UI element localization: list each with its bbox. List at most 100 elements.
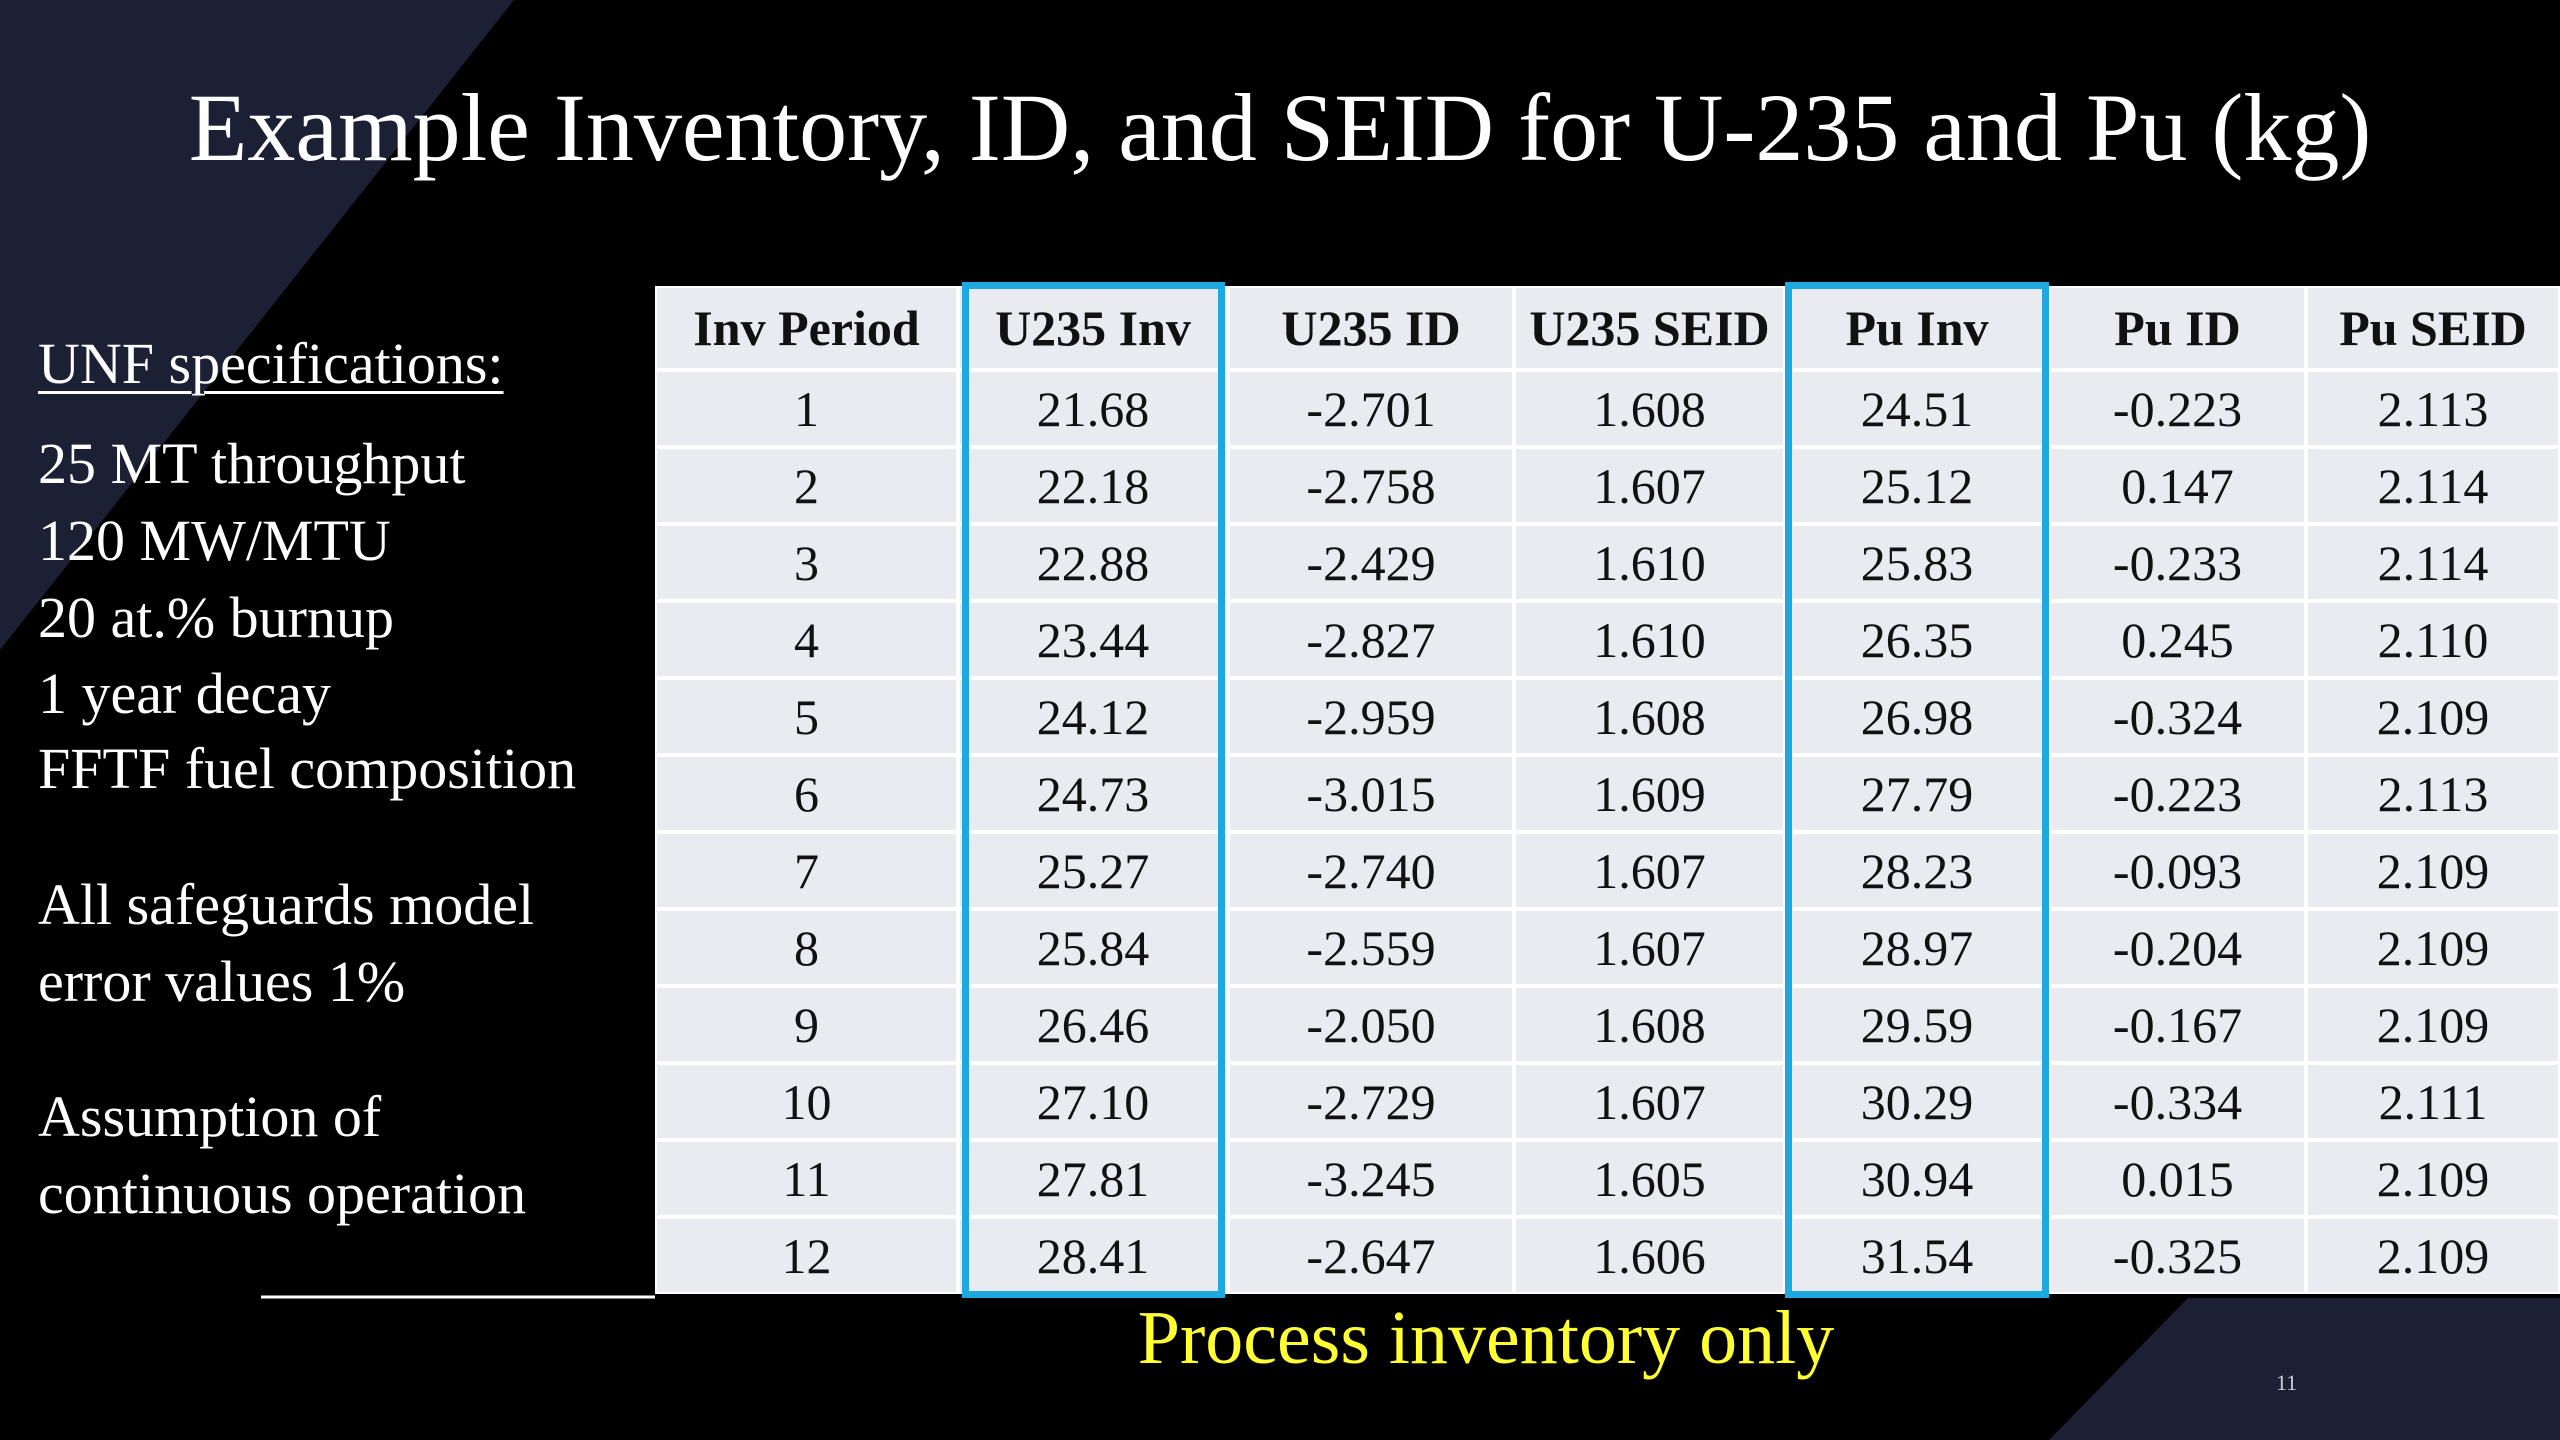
table-cell: -0.325 bbox=[2049, 1217, 2306, 1294]
table-cell: -2.740 bbox=[1228, 832, 1514, 909]
column-header: U235 ID bbox=[1228, 286, 1514, 370]
table-cell: 1.608 bbox=[1514, 986, 1785, 1063]
table-cell: 5 bbox=[655, 678, 958, 755]
column-header: Inv Period bbox=[655, 286, 958, 370]
table-cell: 26.98 bbox=[1785, 678, 2049, 755]
table-cell: 21.68 bbox=[958, 370, 1228, 447]
table-cell: 2.109 bbox=[2306, 909, 2560, 986]
sidebar-line: FFTF fuel composition bbox=[38, 736, 577, 801]
table-cell: -0.324 bbox=[2049, 678, 2306, 755]
column-header: Pu ID bbox=[2049, 286, 2306, 370]
table-cell: 12 bbox=[655, 1217, 958, 1294]
table-cell: -2.758 bbox=[1228, 447, 1514, 524]
table-cell: 2.114 bbox=[2306, 447, 2560, 524]
table-cell: -2.429 bbox=[1228, 524, 1514, 601]
table-cell: 11 bbox=[655, 1140, 958, 1217]
table-cell: 1 bbox=[655, 370, 958, 447]
sidebar-line: 1 year decay bbox=[38, 661, 332, 726]
table-cell: -3.245 bbox=[1228, 1140, 1514, 1217]
table-cell: -0.204 bbox=[2049, 909, 2306, 986]
table-cell: 3 bbox=[655, 524, 958, 601]
table-cell: -2.050 bbox=[1228, 986, 1514, 1063]
table-cell: 1.607 bbox=[1514, 832, 1785, 909]
table-cell: 2.111 bbox=[2306, 1063, 2560, 1140]
sidebar-line: error values 1% bbox=[38, 949, 406, 1014]
table-cell: 27.79 bbox=[1785, 755, 2049, 832]
table-cell: 28.97 bbox=[1785, 909, 2049, 986]
table-cell: 8 bbox=[655, 909, 958, 986]
page-number: 11 bbox=[2276, 1370, 2298, 1395]
table-cell: -3.015 bbox=[1228, 755, 1514, 832]
sidebar-line: Assumption of bbox=[38, 1084, 382, 1149]
sidebar-line: 25 MT throughput bbox=[38, 431, 466, 496]
sidebar-line: 20 at.% burnup bbox=[38, 585, 394, 650]
table-cell: 2.110 bbox=[2306, 601, 2560, 678]
table-cell: 1.608 bbox=[1514, 678, 1785, 755]
table-cell: 28.23 bbox=[1785, 832, 2049, 909]
table-cell: 2.113 bbox=[2306, 370, 2560, 447]
table-cell: 22.88 bbox=[958, 524, 1228, 601]
table-cell: 27.81 bbox=[958, 1140, 1228, 1217]
highlight-box bbox=[962, 282, 1225, 1298]
table-cell: 24.51 bbox=[1785, 370, 2049, 447]
table-cell: 23.44 bbox=[958, 601, 1228, 678]
table-cell: 28.41 bbox=[958, 1217, 1228, 1294]
table-cell: 1.607 bbox=[1514, 447, 1785, 524]
table-cell: -0.093 bbox=[2049, 832, 2306, 909]
table-cell: -2.701 bbox=[1228, 370, 1514, 447]
table-cell: -0.233 bbox=[2049, 524, 2306, 601]
table-cell: 1.607 bbox=[1514, 909, 1785, 986]
table-cell: 10 bbox=[655, 1063, 958, 1140]
table-cell: 25.12 bbox=[1785, 447, 2049, 524]
table-cell: -2.959 bbox=[1228, 678, 1514, 755]
annotation: Process inventory only bbox=[1137, 1296, 1835, 1380]
table-cell: 2.113 bbox=[2306, 755, 2560, 832]
table-cell: 25.27 bbox=[958, 832, 1228, 909]
table-cell: 2.109 bbox=[2306, 678, 2560, 755]
table-cell: 0.147 bbox=[2049, 447, 2306, 524]
highlight-box bbox=[1785, 282, 2049, 1298]
table-cell: 25.84 bbox=[958, 909, 1228, 986]
table-cell: 9 bbox=[655, 986, 958, 1063]
table-cell: 24.12 bbox=[958, 678, 1228, 755]
table-cell: 2.109 bbox=[2306, 986, 2560, 1063]
table-cell: -2.729 bbox=[1228, 1063, 1514, 1140]
table-cell: 1.606 bbox=[1514, 1217, 1785, 1294]
sidebar-line: All safeguards model bbox=[38, 872, 535, 937]
table-cell: 29.59 bbox=[1785, 986, 2049, 1063]
bg-shape bbox=[0, 0, 514, 650]
table-cell: -0.223 bbox=[2049, 370, 2306, 447]
table-cell: 0.245 bbox=[2049, 601, 2306, 678]
bg-shape bbox=[2049, 1298, 2560, 1440]
sidebar-heading: UNF specifications: bbox=[38, 331, 504, 396]
table-cell: 25.83 bbox=[1785, 524, 2049, 601]
column-header: Pu SEID bbox=[2306, 286, 2560, 370]
table-cell: 27.10 bbox=[958, 1063, 1228, 1140]
table-cell: 2.114 bbox=[2306, 524, 2560, 601]
table-cell: 2.109 bbox=[2306, 1140, 2560, 1217]
table-cell: -2.827 bbox=[1228, 601, 1514, 678]
table-cell: 1.607 bbox=[1514, 1063, 1785, 1140]
sidebar-line: 120 MW/MTU bbox=[38, 508, 391, 573]
table-cell: 22.18 bbox=[958, 447, 1228, 524]
table-cell: 1.605 bbox=[1514, 1140, 1785, 1217]
table-cell: 1.609 bbox=[1514, 755, 1785, 832]
table-cell: 30.29 bbox=[1785, 1063, 2049, 1140]
table-cell: -0.334 bbox=[2049, 1063, 2306, 1140]
table-cell: -2.559 bbox=[1228, 909, 1514, 986]
table-cell: 26.46 bbox=[958, 986, 1228, 1063]
table-cell: 1.610 bbox=[1514, 524, 1785, 601]
table-cell: 2.109 bbox=[2306, 1217, 2560, 1294]
slide-title: Example Inventory, ID, and SEID for U-23… bbox=[188, 74, 2372, 181]
table-cell: -0.223 bbox=[2049, 755, 2306, 832]
table-cell: 6 bbox=[655, 755, 958, 832]
column-header: U235 SEID bbox=[1514, 286, 1785, 370]
table-cell: 2 bbox=[655, 447, 958, 524]
column-header: U235 Inv bbox=[958, 286, 1228, 370]
table-cell: 24.73 bbox=[958, 755, 1228, 832]
table-cell: 7 bbox=[655, 832, 958, 909]
table-cell: 30.94 bbox=[1785, 1140, 2049, 1217]
table-cell: 0.015 bbox=[2049, 1140, 2306, 1217]
